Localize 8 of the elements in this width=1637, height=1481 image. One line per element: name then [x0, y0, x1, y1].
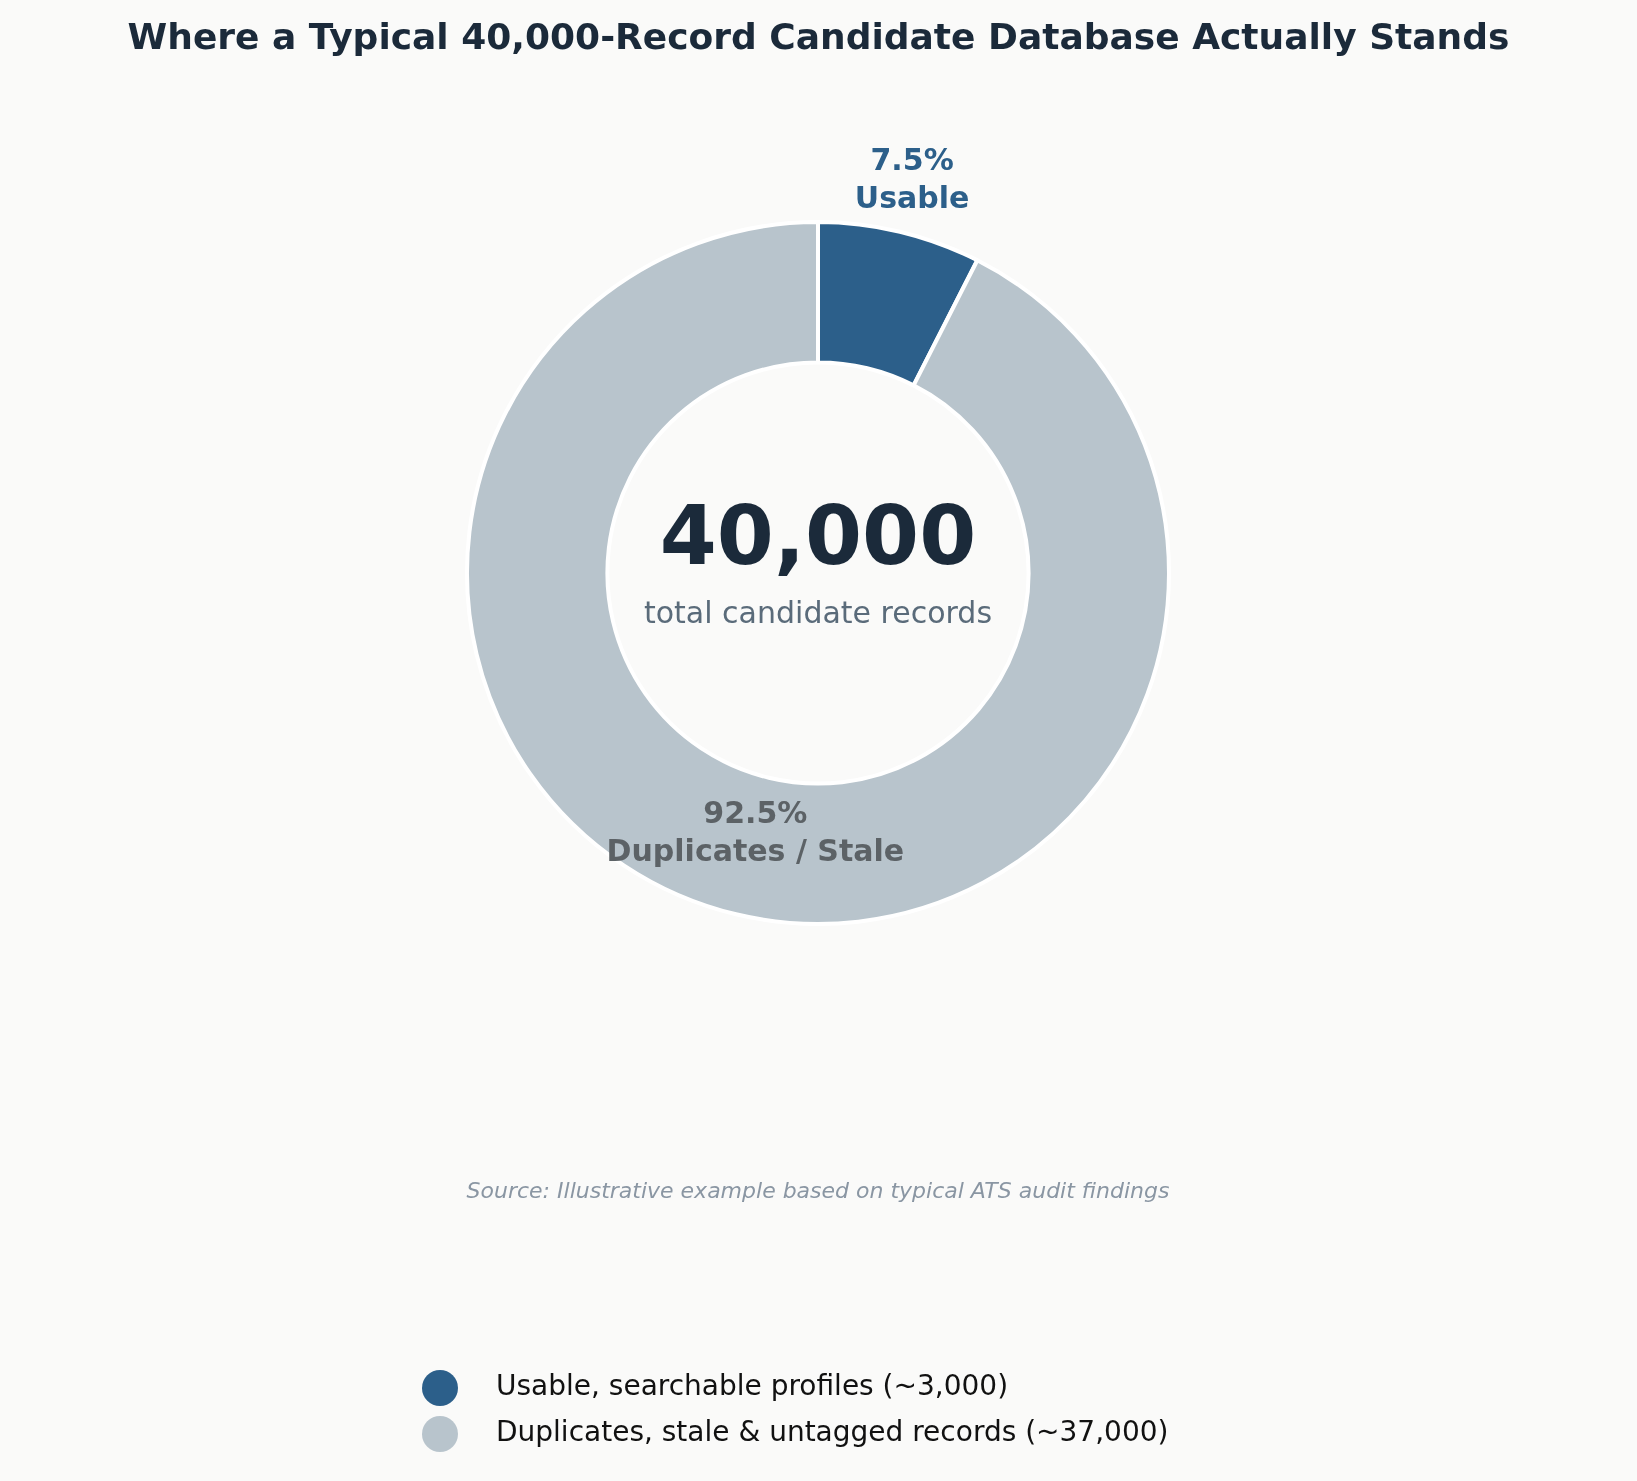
data-label: 92.5% Duplicates / Stale [606, 794, 905, 868]
legend-label: Usable, searchable profiles (~3,000) [496, 1369, 1009, 1403]
text: 40,000 [659, 488, 977, 584]
source-note: Source: Illustrative example based on typical ATS audit findings [466, 1177, 1170, 1203]
text: total candidate records [643, 594, 993, 630]
legend-label: Duplicates, stale & untagged records (~37,000) [496, 1415, 1169, 1449]
chart-title: Where a Typical 40,000-Record Candidate Database Actually Stands [127, 16, 1510, 58]
data-label: 7.5% Usable [854, 141, 970, 215]
